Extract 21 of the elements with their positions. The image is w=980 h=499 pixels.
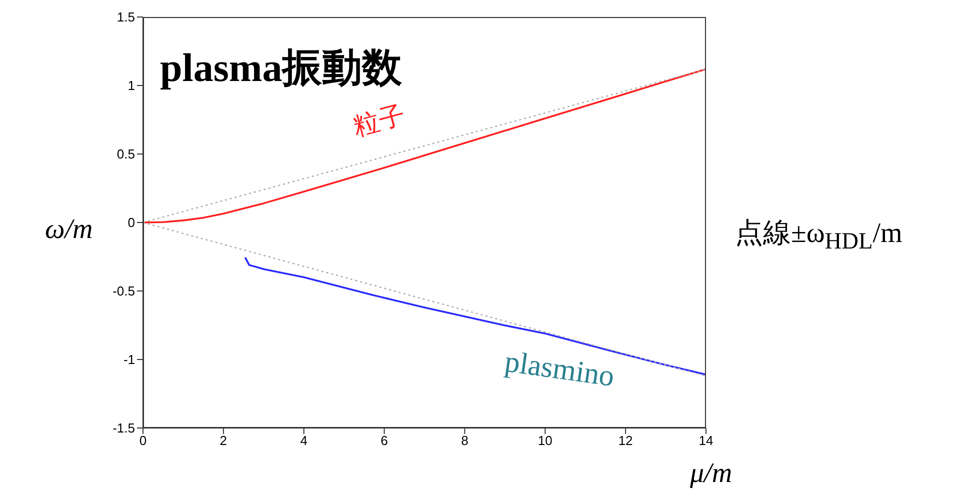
x-tick-label: 14 (698, 433, 714, 448)
x-tick-label: 12 (618, 433, 633, 448)
y-tick-label: 0 (128, 215, 135, 230)
y-tick-label: 0.5 (116, 146, 135, 162)
x-tick-label: 10 (538, 433, 552, 448)
x-axis-title: μ/m (690, 458, 732, 490)
y-tick-label: 1.5 (116, 10, 135, 25)
y-tick-label: -1 (123, 352, 135, 368)
y-tick-label: -1.5 (112, 420, 135, 436)
x-tick-label: 6 (380, 433, 388, 448)
text: 粒子 (350, 98, 410, 144)
text: plasmino (502, 346, 616, 395)
text: plasma振動数 (160, 44, 402, 92)
y-tick-label: 1 (128, 78, 135, 94)
text: 点線±ω$_{HDL}$/m (735, 217, 902, 256)
y-axis-title: ω/m (45, 214, 93, 246)
x-tick-label: 8 (461, 433, 468, 448)
x-tick-label: 2 (220, 433, 228, 448)
x-tick-label: 4 (300, 433, 308, 448)
x-tick-label: 0 (139, 433, 147, 448)
y-tick-label: -0.5 (112, 284, 135, 299)
